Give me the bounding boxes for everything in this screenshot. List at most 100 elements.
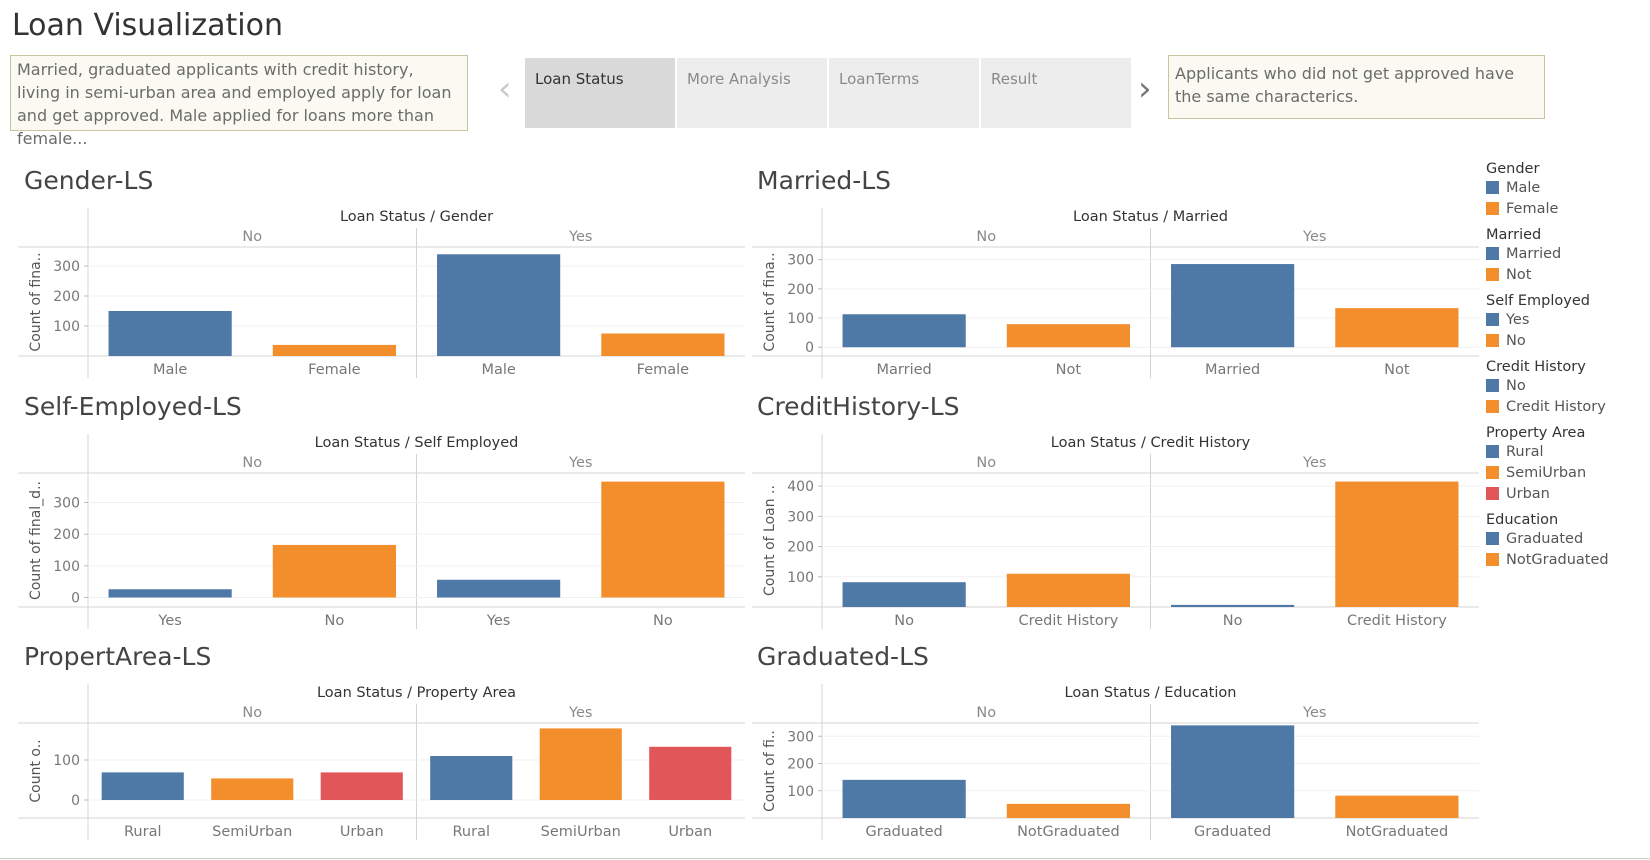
- x-tick-label: Credit History: [1018, 613, 1118, 629]
- legend: Gender Male Female Married Married Not Self Em…: [1486, 161, 1646, 578]
- legend-swatch: [1486, 247, 1499, 260]
- group-label: No: [976, 455, 996, 471]
- y-tick-label: 300: [53, 259, 80, 275]
- bar-no-female[interactable]: [272, 344, 396, 356]
- legend-label: Graduated: [1506, 530, 1584, 547]
- legend-item[interactable]: Rural: [1486, 441, 1646, 462]
- chart-header: Loan Status / Property Area: [317, 685, 516, 701]
- legend-title: Credit History: [1486, 359, 1586, 375]
- bar-yes-semiurban[interactable]: [539, 728, 622, 800]
- bar-yes-notgraduated[interactable]: [1335, 795, 1459, 818]
- legend-item[interactable]: NotGraduated: [1486, 549, 1646, 570]
- chart-married[interactable]: Loan Status / Married No Yes 0 100 200 300 Coun…: [752, 208, 1479, 378]
- legend-item[interactable]: SemiUrban: [1486, 462, 1646, 483]
- bar-yes-graduated[interactable]: [1171, 725, 1295, 818]
- bar-no-no[interactable]: [842, 582, 966, 607]
- legend-item[interactable]: Urban: [1486, 483, 1646, 504]
- x-tick-label: Graduated: [866, 824, 943, 840]
- chart-title-credit-history: CreditHistory-LS: [757, 392, 960, 421]
- legend-label: Male: [1506, 179, 1541, 196]
- legend-swatch: [1486, 487, 1499, 500]
- bar-yes-female[interactable]: [601, 333, 725, 357]
- legend-section: Credit History No Credit History: [1486, 359, 1646, 417]
- bar-no-notgraduated[interactable]: [1006, 803, 1130, 818]
- bar-no-credit-history[interactable]: [1006, 573, 1130, 607]
- story-tab-more-analysis[interactable]: More Analysis: [677, 58, 827, 128]
- group-label: No: [976, 705, 996, 721]
- page-title: Loan Visualization: [12, 8, 283, 43]
- y-tick-label: 0: [71, 793, 80, 809]
- y-tick-label: 200: [53, 527, 80, 543]
- legend-label: SemiUrban: [1506, 464, 1587, 481]
- y-tick-label: 200: [53, 289, 80, 305]
- y-tick-label: 200: [787, 540, 814, 556]
- bar-no-male[interactable]: [108, 311, 232, 356]
- legend-swatch: [1486, 313, 1499, 326]
- chart-gender[interactable]: Loan Status / Gender No Yes 100 200 300 Count …: [18, 208, 745, 378]
- y-axis-label: Count of fina..: [762, 252, 778, 351]
- chevron-left-icon[interactable]: ‹: [498, 69, 512, 109]
- x-tick-label: Urban: [668, 824, 712, 840]
- x-tick-label: Married: [877, 362, 932, 378]
- y-axis-label: Count of final_d..: [28, 481, 44, 600]
- legend-item[interactable]: No: [1486, 330, 1646, 351]
- chart-self-employed[interactable]: Loan Status / Self Employed No Yes 0 100 200 3…: [18, 434, 745, 629]
- y-tick-label: 0: [805, 340, 814, 356]
- legend-item[interactable]: Male: [1486, 177, 1646, 198]
- legend-item[interactable]: No: [1486, 375, 1646, 396]
- chevron-right-icon[interactable]: ›: [1138, 69, 1152, 109]
- x-tick-label: Urban: [340, 824, 384, 840]
- bar-yes-yes[interactable]: [437, 579, 561, 598]
- group-label: No: [976, 229, 996, 245]
- bar-no-no[interactable]: [272, 544, 396, 598]
- bar-yes-credit-history[interactable]: [1335, 481, 1459, 607]
- legend-swatch: [1486, 181, 1499, 194]
- chart-title-property-area: PropertArea-LS: [24, 642, 212, 671]
- bar-yes-married[interactable]: [1171, 264, 1295, 348]
- legend-label: No: [1506, 332, 1526, 349]
- legend-swatch: [1486, 202, 1499, 215]
- x-tick-label: NotGraduated: [1017, 824, 1120, 840]
- story-caption-left[interactable]: Married, graduated applicants with credi…: [10, 55, 468, 148]
- chart-credit-history[interactable]: Loan Status / Credit History No Yes 100 200 3…: [752, 434, 1479, 629]
- legend-item[interactable]: Yes: [1486, 309, 1646, 330]
- legend-label: No: [1506, 377, 1526, 394]
- chart-header: Loan Status / Gender: [340, 209, 493, 225]
- legend-item[interactable]: Female: [1486, 198, 1646, 219]
- y-axis-label: Count of fi..: [762, 730, 778, 812]
- bar-yes-urban[interactable]: [649, 746, 732, 800]
- legend-swatch: [1486, 268, 1499, 281]
- legend-swatch: [1486, 445, 1499, 458]
- group-label: No: [242, 229, 262, 245]
- chart-title-married: Married-LS: [757, 166, 892, 195]
- chart-education[interactable]: Loan Status / Education No Yes 100 200 300 Cou…: [752, 684, 1479, 840]
- bar-no-rural[interactable]: [101, 772, 184, 800]
- bar-yes-no[interactable]: [601, 481, 725, 598]
- legend-title: Property Area: [1486, 425, 1586, 441]
- legend-section: Self Employed Yes No: [1486, 293, 1646, 351]
- legend-item[interactable]: Credit History: [1486, 396, 1646, 417]
- bar-yes-no[interactable]: [1171, 604, 1295, 607]
- bar-no-semiurban[interactable]: [211, 778, 294, 800]
- y-tick-label: 200: [787, 282, 814, 298]
- bar-yes-rural[interactable]: [430, 756, 513, 800]
- chart-property-area[interactable]: Loan Status / Property Area No Yes 0 100 Coun…: [18, 684, 745, 840]
- story-tab-result[interactable]: Result: [981, 58, 1131, 128]
- x-tick-label: Married: [1205, 362, 1260, 378]
- bar-no-not[interactable]: [1006, 324, 1130, 348]
- group-label: Yes: [568, 229, 592, 245]
- story-tab-loanterms[interactable]: LoanTerms: [829, 58, 979, 128]
- bar-no-urban[interactable]: [320, 772, 403, 800]
- story-tab-loan-status[interactable]: Loan Status: [525, 58, 675, 128]
- bar-no-graduated[interactable]: [842, 779, 966, 818]
- legend-item[interactable]: Graduated: [1486, 528, 1646, 549]
- story-caption-right[interactable]: Applicants who did not get approved have…: [1168, 55, 1545, 119]
- legend-item[interactable]: Married: [1486, 243, 1646, 264]
- bar-no-yes[interactable]: [108, 589, 232, 598]
- group-label: No: [242, 705, 262, 721]
- bar-yes-not[interactable]: [1335, 308, 1459, 348]
- x-tick-label: Yes: [157, 613, 181, 629]
- legend-item[interactable]: Not: [1486, 264, 1646, 285]
- bar-yes-male[interactable]: [437, 254, 561, 356]
- bar-no-married[interactable]: [842, 314, 966, 348]
